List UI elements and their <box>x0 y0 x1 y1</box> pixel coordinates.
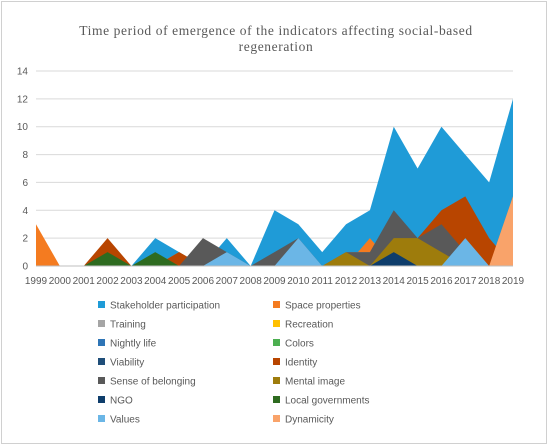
x-tick-label: 2012 <box>335 276 358 287</box>
legend-label-recreation: Recreation <box>285 320 333 331</box>
y-tick-label: 2 <box>22 234 28 245</box>
legend-label-identity: Identity <box>285 358 317 369</box>
x-tick-label: 2011 <box>311 276 333 287</box>
x-tick-label: 2000 <box>49 276 72 287</box>
gridlines <box>36 70 513 239</box>
x-tick-label: 2001 <box>73 276 96 287</box>
y-tick-label: 14 <box>17 67 29 78</box>
legend-swatch-space-properties <box>273 301 280 308</box>
legend-label-mental-image: Mental image <box>285 377 345 388</box>
legend-swatch-identity <box>273 358 280 365</box>
legend-swatch-values <box>98 415 105 422</box>
legend-label-ngo: NGO <box>110 396 133 407</box>
x-tick-label: 2017 <box>454 276 477 287</box>
y-tick-label: 0 <box>22 262 28 273</box>
legend-label-dynamicity: Dynamicity <box>285 415 334 426</box>
x-tick-label: 2006 <box>192 276 215 287</box>
legend-swatch-sense-of-belonging <box>98 377 105 384</box>
legend-label-training: Training <box>110 320 146 331</box>
x-tick-label: 2010 <box>287 276 310 287</box>
legend-label-space-properties: Space properties <box>285 301 361 312</box>
x-axis-ticks: 1999 2000 2001 2002 2003 2004 2005 2006 2007 2008… <box>25 276 525 287</box>
legend-label-values: Values <box>110 415 140 426</box>
legend-label-sense-of-belonging: Sense of belonging <box>110 377 196 388</box>
legend-swatch-viability <box>98 358 105 365</box>
chart-title-line-1: Time period of emergence of the indicato… <box>79 23 472 38</box>
area-series-group <box>36 98 513 266</box>
legend-swatch-local-governments <box>273 396 280 403</box>
area-local-governments <box>36 252 513 266</box>
legend-swatch-nightly-life <box>98 339 105 346</box>
x-tick-label: 2016 <box>430 276 453 287</box>
x-tick-label: 2019 <box>502 276 525 287</box>
y-tick-label: 4 <box>22 206 28 217</box>
legend-label-colors: Colors <box>285 339 314 350</box>
legend-label-nightly-life: Nightly life <box>110 339 157 350</box>
area-values <box>36 238 513 266</box>
legend-label-stakeholder-participation: Stakeholder participation <box>110 301 220 312</box>
y-axis-ticks: 0 2 4 6 8 10 12 14 <box>17 67 29 273</box>
x-tick-label: 2013 <box>359 276 382 287</box>
legend-swatch-colors <box>273 339 280 346</box>
x-tick-label: 2008 <box>240 276 263 287</box>
x-tick-label: 2015 <box>406 276 429 287</box>
y-tick-label: 10 <box>17 122 29 133</box>
legend: Stakeholder participation Space propertie… <box>98 301 370 426</box>
legend-swatch-training <box>98 320 105 327</box>
legend-swatch-dynamicity <box>273 415 280 422</box>
x-tick-label: 2004 <box>144 276 167 287</box>
x-tick-label: 2005 <box>168 276 191 287</box>
legend-swatch-ngo <box>98 396 105 403</box>
x-tick-label: 2018 <box>478 276 501 287</box>
legend-swatch-mental-image <box>273 377 280 384</box>
legend-label-viability: Viability <box>110 358 144 369</box>
x-tick-label: 1999 <box>25 276 48 287</box>
x-tick-label: 2009 <box>263 276 286 287</box>
x-tick-label: 2014 <box>383 276 406 287</box>
y-tick-label: 12 <box>17 94 29 105</box>
x-tick-label: 2003 <box>120 276 143 287</box>
y-tick-label: 8 <box>22 150 28 161</box>
x-tick-label: 2002 <box>96 276 119 287</box>
chart-title-line-2: regeneration <box>239 39 314 54</box>
x-tick-label: 2007 <box>216 276 239 287</box>
legend-swatch-recreation <box>273 320 280 327</box>
legend-swatch-stakeholder-participation <box>98 301 105 308</box>
y-tick-label: 6 <box>22 178 28 189</box>
legend-label-local-governments: Local governments <box>285 396 370 407</box>
area-ngo <box>36 252 513 266</box>
